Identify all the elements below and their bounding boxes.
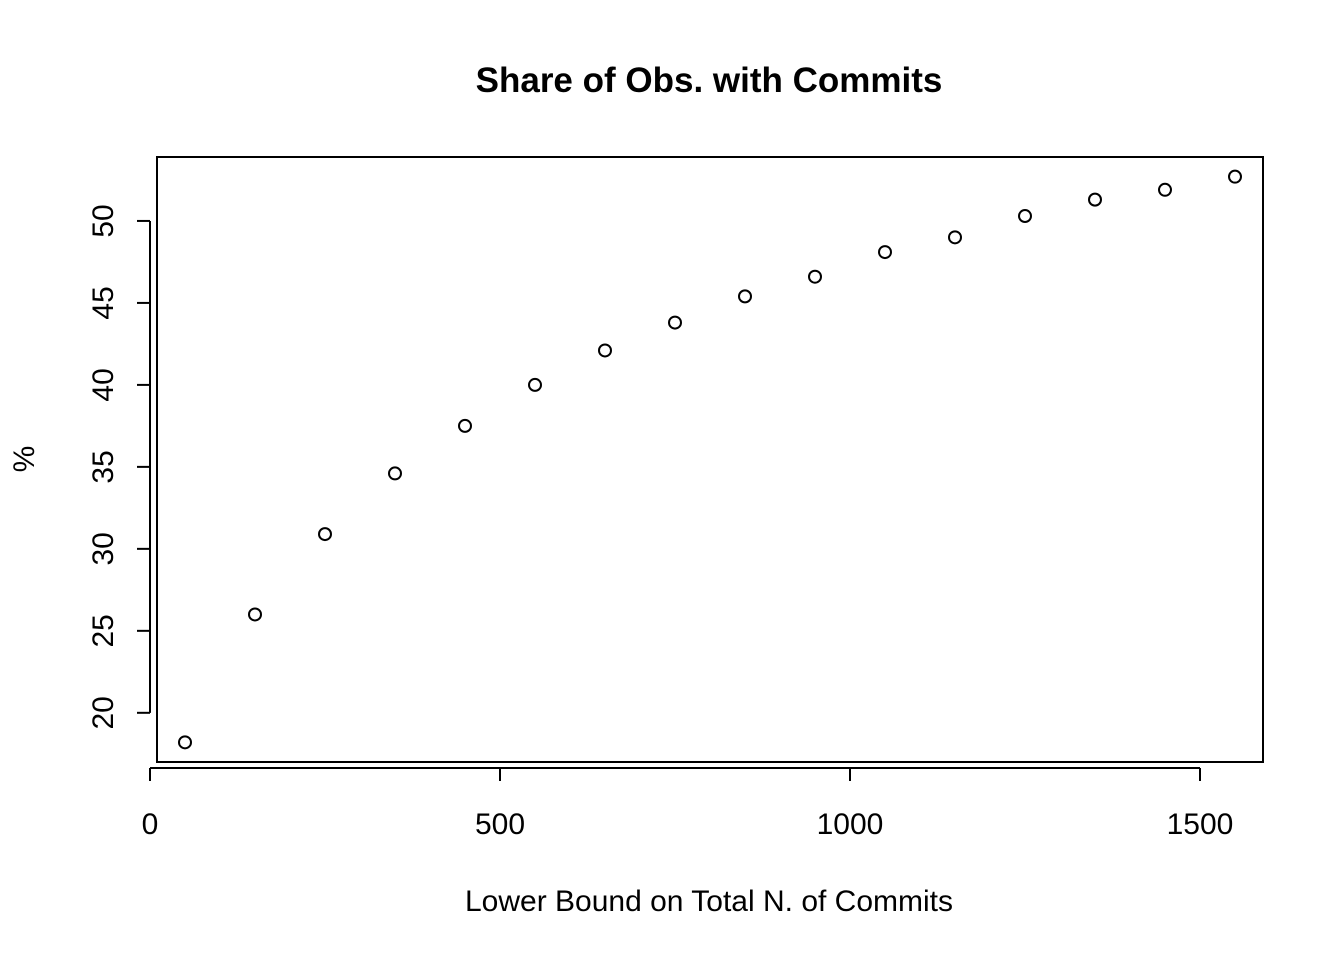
data-point <box>1228 169 1242 184</box>
x-axis: 0 500 1000 1500 <box>142 767 1234 841</box>
data-point <box>1018 209 1032 224</box>
data-point <box>458 418 472 433</box>
data-point <box>1158 182 1172 197</box>
y-tick-label: 30 <box>87 532 120 565</box>
x-tick-label: 0 <box>142 808 159 841</box>
data-point <box>1088 192 1102 207</box>
chart-title: Share of Obs. with Commits <box>476 61 943 100</box>
y-tick-label: 35 <box>87 450 120 483</box>
data-point <box>668 315 682 330</box>
data-points <box>178 169 1242 750</box>
data-point <box>388 466 402 481</box>
data-point <box>948 230 962 245</box>
data-point <box>808 269 822 284</box>
data-point <box>878 245 892 260</box>
data-point <box>318 527 332 542</box>
y-tick-label: 50 <box>87 204 120 237</box>
y-tick-label: 25 <box>87 614 120 647</box>
x-tick-label: 1000 <box>817 808 884 841</box>
x-tick-label: 1500 <box>1167 808 1234 841</box>
data-point <box>248 607 262 622</box>
data-point <box>738 289 752 304</box>
data-point <box>178 735 192 750</box>
data-point <box>528 377 542 392</box>
data-point <box>598 343 612 358</box>
x-axis-label: Lower Bound on Total N. of Commits <box>465 885 953 918</box>
x-tick-label: 500 <box>475 808 525 841</box>
y-tick-label: 45 <box>87 286 120 319</box>
y-tick-label: 20 <box>87 696 120 729</box>
plot-frame <box>156 156 1264 763</box>
y-axis-label: % <box>8 446 41 473</box>
y-axis: 20 25 30 35 40 45 50 <box>87 204 151 730</box>
y-tick-label: 40 <box>87 368 120 401</box>
